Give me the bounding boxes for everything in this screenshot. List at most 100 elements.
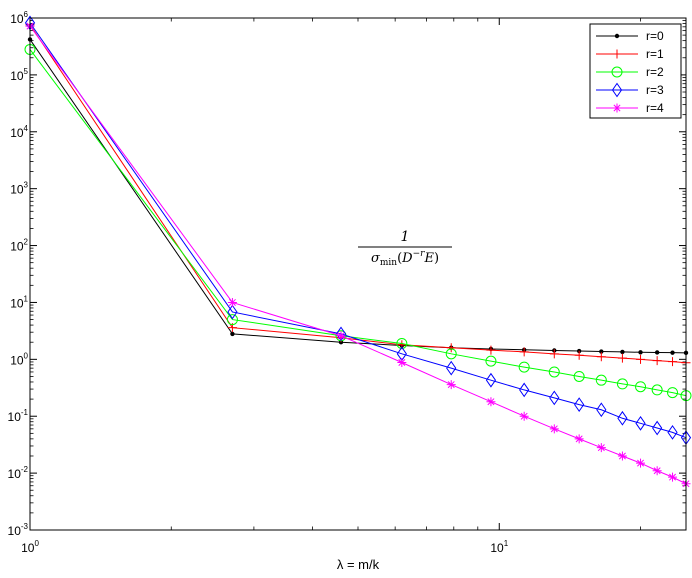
data-point — [548, 366, 560, 378]
data-point — [617, 451, 627, 461]
data-point — [635, 381, 647, 393]
y-tick-label: 10-1 — [8, 408, 29, 424]
legend-item: r=4 — [596, 101, 664, 115]
data-point — [486, 345, 496, 355]
data-point — [670, 350, 675, 355]
data-point — [595, 374, 607, 386]
formula-e: E — [423, 251, 434, 266]
series-line — [29, 22, 687, 439]
data-point — [654, 350, 660, 355]
y-tick-label: 102 — [10, 238, 28, 254]
data-point — [652, 420, 663, 436]
formula-open: ( — [397, 251, 402, 266]
data-point — [617, 410, 628, 426]
data-point — [226, 314, 238, 326]
data-point — [396, 337, 408, 349]
data-point — [446, 343, 456, 353]
data-point — [486, 397, 496, 407]
data-point — [667, 424, 678, 440]
data-point — [668, 357, 678, 367]
data-point — [652, 356, 662, 366]
data-point — [616, 378, 628, 390]
data-point — [336, 331, 346, 341]
y-tick-label: 10-2 — [8, 465, 29, 481]
data-point — [596, 402, 607, 418]
data-point — [519, 382, 530, 398]
data-point — [573, 370, 585, 382]
data-point — [445, 348, 457, 360]
y-tick-label: 101 — [10, 294, 28, 310]
data-point — [230, 331, 235, 337]
plot-frame — [29, 17, 687, 531]
formula-sub: min — [380, 258, 397, 268]
formula-close: ) — [434, 251, 439, 266]
y-tick-label: 106 — [10, 10, 28, 26]
series-layer — [24, 15, 692, 489]
data-point — [574, 397, 585, 412]
tick-labels: 10-3 10-2 10-1 100 101 102 103 104 105 106 100 101 — [8, 10, 509, 555]
x-tick-label: 101 — [490, 539, 508, 555]
y-tick-label: 105 — [10, 67, 28, 83]
data-point — [611, 82, 623, 98]
x-axis-label: λ = m/k — [337, 557, 380, 572]
data-point — [549, 390, 560, 406]
x-tick-label: 100 — [21, 539, 39, 555]
data-point — [227, 304, 238, 320]
data-point — [397, 357, 407, 367]
legend-item: r=3 — [596, 82, 664, 98]
legend-box — [589, 23, 682, 119]
legend-item: r=0 — [596, 29, 664, 43]
data-point — [612, 103, 622, 113]
data-point — [519, 347, 529, 357]
legend-item: r=2 — [596, 65, 664, 79]
series-line — [29, 49, 687, 397]
legend-label: r=4 — [646, 101, 664, 115]
plot-background — [30, 18, 686, 530]
data-point — [620, 349, 625, 355]
y-tick-label: 100 — [10, 351, 28, 367]
data-point — [667, 387, 679, 399]
legend-label: r=1 — [646, 47, 664, 61]
y-tick-label: 10-3 — [8, 522, 29, 538]
axis-ticks — [29, 17, 686, 531]
series-r=4 — [25, 21, 691, 489]
formula-numerator: 1 — [401, 229, 410, 245]
formula-exp: −r — [413, 249, 426, 259]
formula-denominator: σmin(D−rE) — [371, 249, 439, 268]
data-point — [612, 49, 622, 59]
legend-label: r=2 — [646, 65, 664, 79]
y-tick-label: 104 — [10, 124, 28, 140]
data-point — [651, 384, 663, 396]
legend-item: r=1 — [596, 47, 664, 61]
data-point — [227, 297, 237, 307]
data-point — [596, 352, 606, 362]
data-point — [549, 424, 559, 434]
data-point — [596, 443, 606, 453]
y-tick-label: 103 — [10, 181, 28, 197]
data-point — [636, 354, 646, 364]
formula-annotation: 1 σmin(D−rE) — [358, 229, 452, 268]
data-point — [614, 33, 620, 39]
data-point — [652, 466, 662, 476]
data-point — [446, 360, 457, 376]
data-point — [611, 66, 623, 78]
data-point — [574, 434, 584, 444]
data-point — [636, 458, 646, 468]
data-point — [635, 415, 646, 431]
data-point — [485, 372, 497, 388]
data-point — [518, 361, 530, 373]
data-point — [446, 380, 456, 390]
legend-label: r=3 — [646, 83, 664, 97]
data-point — [519, 411, 529, 421]
data-point — [335, 326, 347, 342]
data-point — [617, 353, 627, 363]
data-point — [549, 349, 559, 359]
formula-sigma: σ — [371, 251, 381, 266]
data-point — [574, 350, 584, 360]
legend: r=0 r=1 r=2 r=3 r=4 — [589, 23, 682, 119]
series-r=2 — [24, 43, 692, 402]
formula-d: D — [401, 251, 413, 266]
legend-label: r=0 — [646, 29, 664, 43]
data-point — [638, 350, 643, 355]
